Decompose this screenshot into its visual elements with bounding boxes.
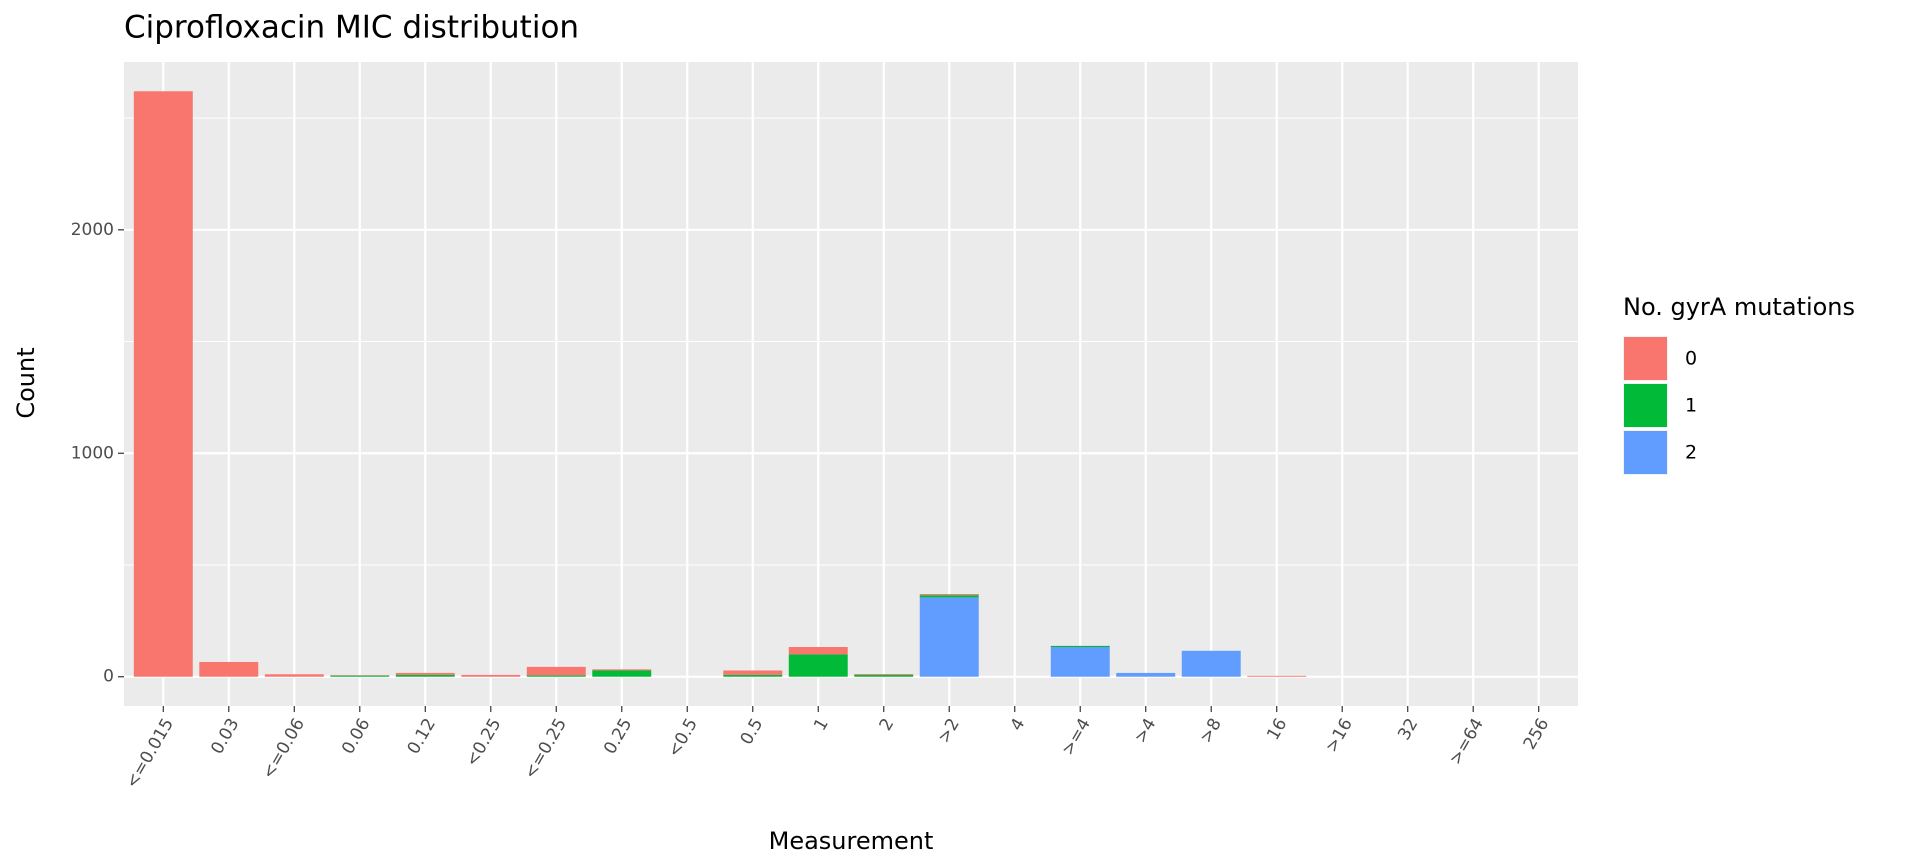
legend-swatch — [1624, 431, 1667, 474]
y-axis-title: Count — [12, 347, 40, 418]
x-tick-label: <=0.25 — [520, 715, 570, 782]
bar — [526, 666, 586, 676]
x-tick-label: 256 — [1520, 715, 1554, 753]
bar — [788, 654, 848, 677]
x-tick-label: 0.06 — [338, 715, 374, 758]
bar — [854, 674, 914, 675]
bar — [854, 674, 914, 677]
bar — [1050, 645, 1110, 648]
bar — [723, 674, 783, 677]
legend-title: No. gyrA mutations — [1623, 293, 1855, 321]
y-tick-label: 0 — [103, 667, 114, 687]
bar — [919, 594, 979, 596]
x-axis-title: Measurement — [769, 827, 934, 855]
x-tick-label: >=4 — [1058, 715, 1095, 759]
x-tick-label: <=0.015 — [122, 715, 178, 792]
x-tick-label: >8 — [1196, 715, 1226, 747]
x-tick-label: <0.25 — [462, 715, 505, 770]
bar — [461, 674, 521, 677]
x-tick-label: 4 — [1007, 715, 1030, 734]
bar — [592, 670, 652, 677]
bar — [1247, 675, 1307, 677]
y-tick-label: 2000 — [71, 220, 114, 240]
bar — [1116, 672, 1176, 677]
legend-swatch — [1624, 384, 1667, 427]
x-tick-label: >2 — [934, 715, 964, 747]
bar — [526, 675, 586, 677]
x-tick-label: 0.12 — [404, 715, 440, 758]
x-tick-label: >16 — [1322, 715, 1357, 756]
x-tick-label: <0.5 — [664, 715, 702, 761]
legend-swatch — [1624, 337, 1667, 380]
x-tick-label: 2 — [876, 715, 899, 734]
y-tick-label: 1000 — [71, 443, 114, 463]
legend-label: 2 — [1685, 442, 1697, 464]
bar — [330, 675, 390, 677]
bar — [788, 647, 848, 655]
panel — [124, 62, 1578, 706]
bar — [1050, 647, 1110, 677]
x-tick-label: <=0.06 — [258, 715, 308, 782]
bar — [919, 595, 979, 598]
bar — [395, 674, 455, 677]
bar — [592, 669, 652, 671]
bar — [395, 672, 455, 675]
x-tick-label: 16 — [1263, 715, 1291, 744]
chart-title: Ciprofloxacin MIC distribution — [124, 10, 579, 46]
x-tick-label: 0.5 — [737, 715, 768, 748]
bar — [264, 674, 324, 677]
bar — [919, 597, 979, 677]
x-tick-label: 32 — [1394, 715, 1422, 744]
legend-label: 1 — [1685, 395, 1697, 417]
x-tick-label: >=64 — [1445, 715, 1487, 768]
bar — [1181, 650, 1241, 677]
bar — [133, 91, 193, 677]
x-tick-label: 0.25 — [600, 715, 636, 758]
x-tick-label: 1 — [810, 715, 833, 734]
bar — [723, 670, 783, 675]
x-tick-label: >4 — [1131, 715, 1161, 747]
legend-label: 0 — [1685, 348, 1697, 370]
bar — [199, 661, 259, 677]
x-tick-label: 0.03 — [207, 715, 243, 758]
